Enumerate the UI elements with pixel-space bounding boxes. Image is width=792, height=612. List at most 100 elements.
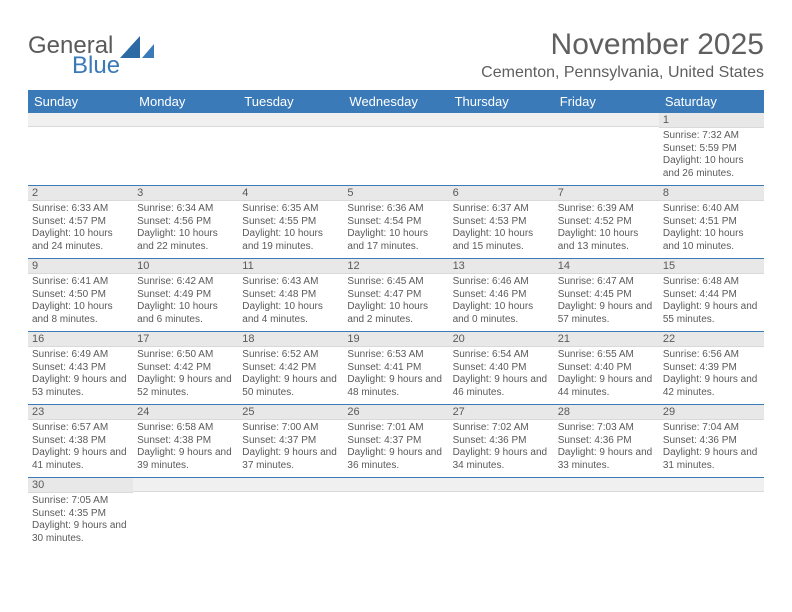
blank-cell	[133, 113, 238, 185]
daylight-line: Daylight: 10 hours and 6 minutes.	[137, 301, 234, 326]
daylight-line: Daylight: 9 hours and 46 minutes.	[453, 374, 550, 399]
day-number	[343, 113, 448, 127]
month-title: November 2025	[481, 28, 764, 62]
day-cell: 19Sunrise: 6:53 AMSunset: 4:41 PMDayligh…	[343, 332, 448, 404]
day-number: 28	[554, 405, 659, 420]
logo-word-blue: Blue	[72, 54, 120, 78]
day-cell: 5Sunrise: 6:36 AMSunset: 4:54 PMDaylight…	[343, 186, 448, 258]
daylight-line: Daylight: 9 hours and 44 minutes.	[558, 374, 655, 399]
sunset-line: Sunset: 4:36 PM	[453, 435, 550, 448]
sunrise-line: Sunrise: 6:46 AM	[453, 276, 550, 289]
sunset-line: Sunset: 4:42 PM	[137, 362, 234, 375]
sunrise-line: Sunrise: 6:40 AM	[663, 203, 760, 216]
day-number	[554, 113, 659, 127]
day-body: Sunrise: 6:37 AMSunset: 4:53 PMDaylight:…	[449, 201, 554, 257]
logo: General Blue	[28, 34, 120, 78]
daylight-line: Daylight: 10 hours and 19 minutes.	[242, 228, 339, 253]
day-body: Sunrise: 6:49 AMSunset: 4:43 PMDaylight:…	[28, 347, 133, 403]
sunrise-line: Sunrise: 6:57 AM	[32, 422, 129, 435]
day-body: Sunrise: 6:47 AMSunset: 4:45 PMDaylight:…	[554, 274, 659, 330]
weekday-header: Friday	[554, 90, 659, 113]
sunrise-line: Sunrise: 6:43 AM	[242, 276, 339, 289]
day-body: Sunrise: 6:55 AMSunset: 4:40 PMDaylight:…	[554, 347, 659, 403]
sunset-line: Sunset: 4:51 PM	[663, 216, 760, 229]
day-cell: 8Sunrise: 6:40 AMSunset: 4:51 PMDaylight…	[659, 186, 764, 258]
header: General Blue November 2025 Cementon, Pen…	[28, 28, 764, 82]
sunset-line: Sunset: 4:42 PM	[242, 362, 339, 375]
sunrise-line: Sunrise: 6:53 AM	[347, 349, 444, 362]
day-number	[554, 478, 659, 492]
day-cell: 2Sunrise: 6:33 AMSunset: 4:57 PMDaylight…	[28, 186, 133, 258]
daylight-line: Daylight: 9 hours and 42 minutes.	[663, 374, 760, 399]
day-body: Sunrise: 6:33 AMSunset: 4:57 PMDaylight:…	[28, 201, 133, 257]
day-number: 24	[133, 405, 238, 420]
day-number	[28, 113, 133, 127]
blank-cell	[659, 478, 764, 550]
day-number	[449, 478, 554, 492]
sunset-line: Sunset: 4:40 PM	[558, 362, 655, 375]
day-cell: 28Sunrise: 7:03 AMSunset: 4:36 PMDayligh…	[554, 405, 659, 477]
day-number: 27	[449, 405, 554, 420]
sunrise-line: Sunrise: 6:52 AM	[242, 349, 339, 362]
day-body: Sunrise: 7:01 AMSunset: 4:37 PMDaylight:…	[343, 420, 448, 476]
blank-cell	[343, 113, 448, 185]
daylight-line: Daylight: 9 hours and 57 minutes.	[558, 301, 655, 326]
day-number: 18	[238, 332, 343, 347]
location: Cementon, Pennsylvania, United States	[481, 64, 764, 82]
blank-cell	[238, 478, 343, 550]
day-number: 16	[28, 332, 133, 347]
sunrise-line: Sunrise: 6:49 AM	[32, 349, 129, 362]
day-cell: 26Sunrise: 7:01 AMSunset: 4:37 PMDayligh…	[343, 405, 448, 477]
weekday-header: Wednesday	[343, 90, 448, 113]
day-body: Sunrise: 6:45 AMSunset: 4:47 PMDaylight:…	[343, 274, 448, 330]
daylight-line: Daylight: 9 hours and 55 minutes.	[663, 301, 760, 326]
day-body: Sunrise: 6:52 AMSunset: 4:42 PMDaylight:…	[238, 347, 343, 403]
daylight-line: Daylight: 10 hours and 0 minutes.	[453, 301, 550, 326]
day-cell: 21Sunrise: 6:55 AMSunset: 4:40 PMDayligh…	[554, 332, 659, 404]
weekday-header: Monday	[133, 90, 238, 113]
day-number: 15	[659, 259, 764, 274]
sunset-line: Sunset: 4:37 PM	[242, 435, 339, 448]
blank-cell	[343, 478, 448, 550]
day-body: Sunrise: 7:02 AMSunset: 4:36 PMDaylight:…	[449, 420, 554, 476]
day-cell: 10Sunrise: 6:42 AMSunset: 4:49 PMDayligh…	[133, 259, 238, 331]
day-body: Sunrise: 6:48 AMSunset: 4:44 PMDaylight:…	[659, 274, 764, 330]
day-body: Sunrise: 6:42 AMSunset: 4:49 PMDaylight:…	[133, 274, 238, 330]
day-number: 7	[554, 186, 659, 201]
sunset-line: Sunset: 4:49 PM	[137, 289, 234, 302]
week-row: 16Sunrise: 6:49 AMSunset: 4:43 PMDayligh…	[28, 332, 764, 405]
day-number: 17	[133, 332, 238, 347]
weekday-header: Thursday	[449, 90, 554, 113]
day-number: 13	[449, 259, 554, 274]
day-number: 20	[449, 332, 554, 347]
day-body: Sunrise: 7:00 AMSunset: 4:37 PMDaylight:…	[238, 420, 343, 476]
daylight-line: Daylight: 9 hours and 33 minutes.	[558, 447, 655, 472]
day-body: Sunrise: 6:43 AMSunset: 4:48 PMDaylight:…	[238, 274, 343, 330]
sunset-line: Sunset: 4:44 PM	[663, 289, 760, 302]
daylight-line: Daylight: 10 hours and 10 minutes.	[663, 228, 760, 253]
daylight-line: Daylight: 10 hours and 8 minutes.	[32, 301, 129, 326]
daylight-line: Daylight: 10 hours and 4 minutes.	[242, 301, 339, 326]
day-body: Sunrise: 6:58 AMSunset: 4:38 PMDaylight:…	[133, 420, 238, 476]
title-block: November 2025 Cementon, Pennsylvania, Un…	[481, 28, 764, 82]
daylight-line: Daylight: 10 hours and 2 minutes.	[347, 301, 444, 326]
sunrise-line: Sunrise: 6:41 AM	[32, 276, 129, 289]
sunset-line: Sunset: 4:55 PM	[242, 216, 339, 229]
day-body: Sunrise: 6:57 AMSunset: 4:38 PMDaylight:…	[28, 420, 133, 476]
day-body: Sunrise: 6:41 AMSunset: 4:50 PMDaylight:…	[28, 274, 133, 330]
blank-cell	[133, 478, 238, 550]
day-cell: 11Sunrise: 6:43 AMSunset: 4:48 PMDayligh…	[238, 259, 343, 331]
day-cell: 7Sunrise: 6:39 AMSunset: 4:52 PMDaylight…	[554, 186, 659, 258]
sunrise-line: Sunrise: 7:02 AM	[453, 422, 550, 435]
weekday-header: Saturday	[659, 90, 764, 113]
day-number: 2	[28, 186, 133, 201]
sunset-line: Sunset: 4:57 PM	[32, 216, 129, 229]
sunset-line: Sunset: 4:38 PM	[32, 435, 129, 448]
day-number: 12	[343, 259, 448, 274]
sunrise-line: Sunrise: 6:48 AM	[663, 276, 760, 289]
page: General Blue November 2025 Cementon, Pen…	[0, 0, 792, 550]
sunset-line: Sunset: 4:56 PM	[137, 216, 234, 229]
sunrise-line: Sunrise: 7:04 AM	[663, 422, 760, 435]
day-number	[133, 113, 238, 127]
day-cell: 14Sunrise: 6:47 AMSunset: 4:45 PMDayligh…	[554, 259, 659, 331]
